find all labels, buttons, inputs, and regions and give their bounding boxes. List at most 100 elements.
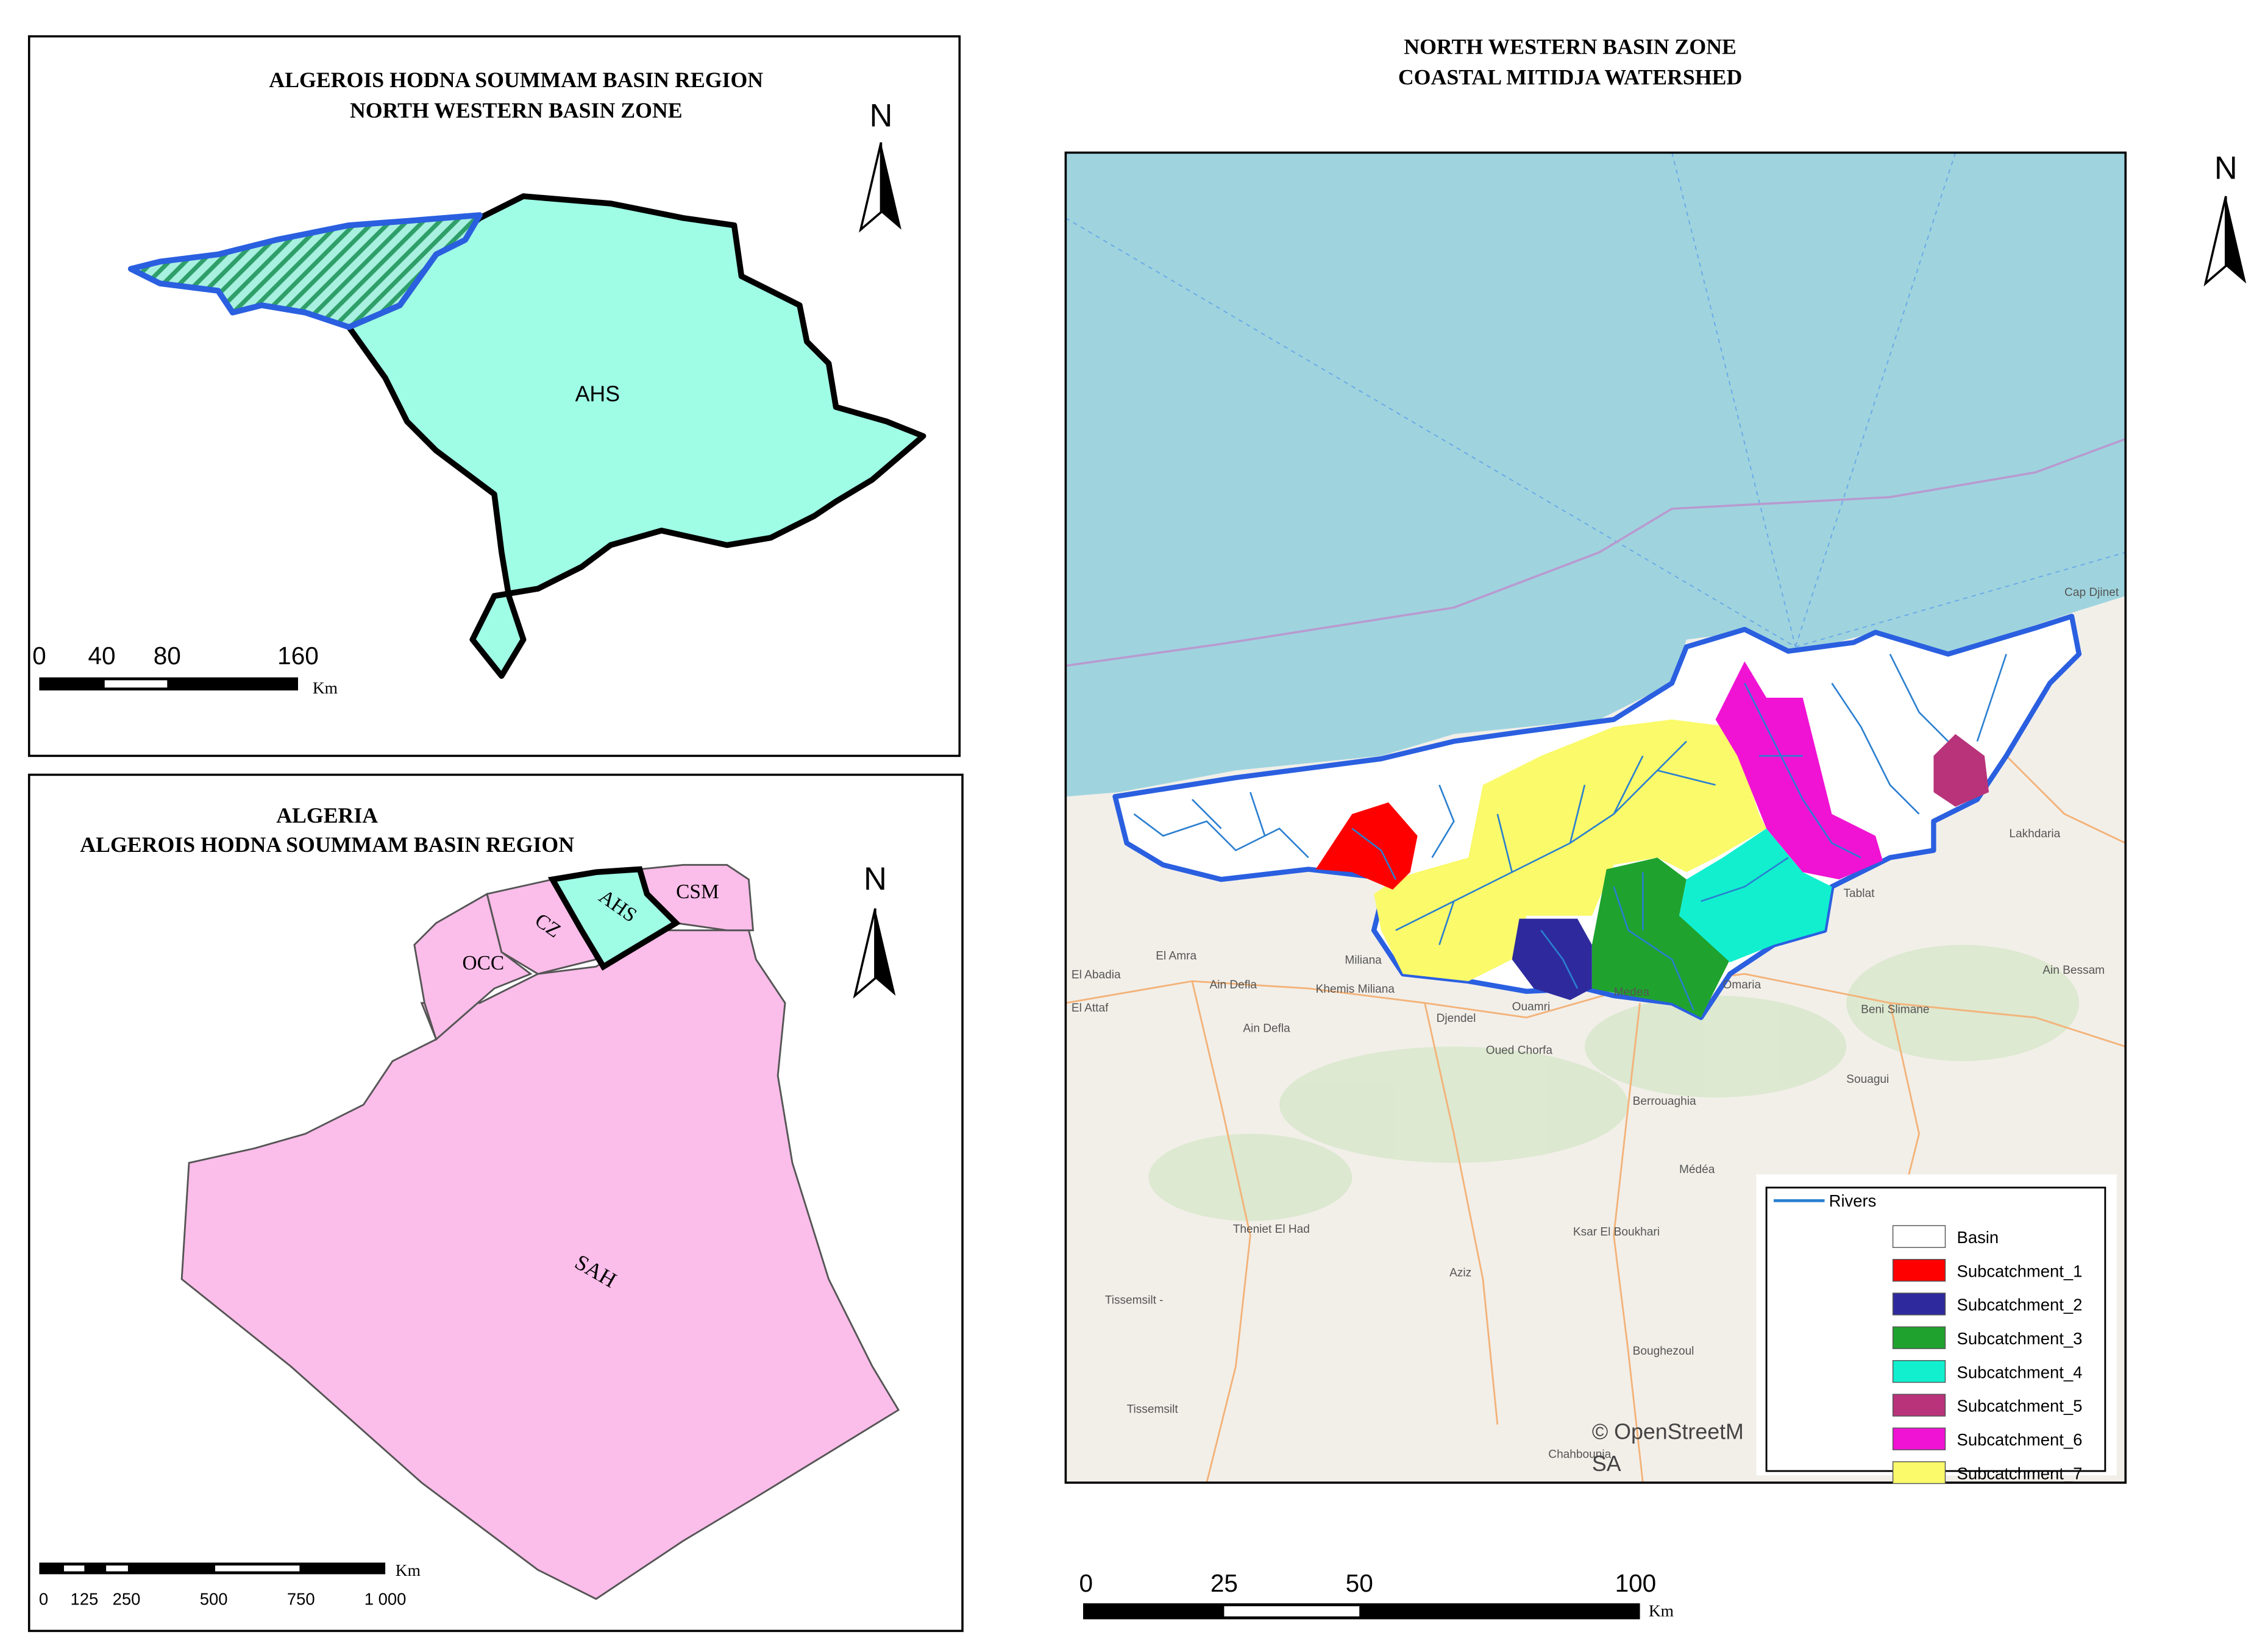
scale-bar bbox=[39, 677, 298, 691]
ahs-region bbox=[547, 866, 681, 971]
scale-label: 750 bbox=[287, 1589, 315, 1608]
territorial-line bbox=[1065, 438, 2126, 667]
ahs-region bbox=[346, 193, 926, 679]
subcatchment-7 bbox=[1374, 719, 1767, 982]
legend-swatch bbox=[1892, 1225, 1946, 1248]
subcatchment-4 bbox=[1679, 828, 1832, 963]
scale-label: 1 000 bbox=[364, 1589, 407, 1608]
place-label: Ksar El Boukhari bbox=[1573, 1226, 1660, 1239]
place-label: Omaria bbox=[1723, 979, 1761, 991]
scale-label: 100 bbox=[1615, 1569, 1657, 1597]
north-label: N bbox=[864, 862, 887, 897]
place-label: Tissemsilt - bbox=[1105, 1294, 1164, 1307]
place-label: Médéa bbox=[1679, 1163, 1715, 1176]
place-label: Miliana bbox=[1345, 954, 1382, 967]
place-label: Tablat bbox=[1844, 887, 1875, 900]
north-label: N bbox=[2214, 151, 2238, 186]
place-label: Oued Chorfa bbox=[1486, 1044, 1553, 1057]
scale-label: 0 bbox=[1079, 1569, 1093, 1597]
subcatchment-5 bbox=[1933, 734, 1989, 807]
place-label: Tissemsilt bbox=[1127, 1403, 1179, 1416]
map-frame bbox=[1064, 151, 2127, 1484]
legend-swatch bbox=[1892, 1394, 1946, 1417]
legend-swatch bbox=[1892, 1258, 1946, 1282]
place-label: Chahbounia bbox=[1548, 1448, 1611, 1461]
legend-swatch bbox=[1892, 1360, 1946, 1383]
scale-bar bbox=[39, 1562, 386, 1575]
scale-label: 50 bbox=[1346, 1569, 1373, 1597]
scale-label: 0 bbox=[39, 1589, 48, 1608]
inset-title: NORTH WESTERN BASIN ZONE bbox=[350, 98, 683, 122]
legend-label: Subcatchment_4 bbox=[1957, 1363, 2083, 1381]
legend-label: Subcatchment_6 bbox=[1957, 1430, 2083, 1449]
legend-swatch bbox=[1892, 1292, 1946, 1316]
legend-label: Basin bbox=[1957, 1228, 1999, 1247]
north-label: N bbox=[870, 99, 893, 134]
region-label: CSM bbox=[676, 881, 719, 903]
scale-label: 125 bbox=[70, 1589, 98, 1608]
place-label: Beni Slimane bbox=[1861, 1004, 1929, 1016]
region-label: AHS bbox=[575, 381, 620, 406]
subcatchment-6 bbox=[1715, 661, 1883, 880]
legend-label: Subcatchment_5 bbox=[1957, 1397, 2083, 1416]
place-label: El Abadia bbox=[1072, 968, 1121, 981]
scale-label: 80 bbox=[154, 642, 181, 670]
legend-label: Subcatchment_1 bbox=[1957, 1261, 2083, 1280]
maritime-lines bbox=[1065, 152, 2126, 648]
vegetation bbox=[1148, 945, 2079, 1221]
inset-title: ALGERIA bbox=[276, 803, 378, 828]
place-label: Khemis Miliana bbox=[1316, 983, 1395, 996]
inset-title: ALGEROIS HODNA SOUMMAM BASIN REGION bbox=[80, 832, 574, 857]
place-label: Lakhdaria bbox=[2009, 828, 2060, 840]
place-label: Ain Bessam bbox=[2042, 964, 2105, 977]
place-label: Djendel bbox=[1437, 1012, 1476, 1025]
sah-region bbox=[180, 929, 900, 1600]
scale-label: 160 bbox=[277, 642, 319, 670]
inset-title: ALGEROIS HODNA SOUMMAM BASIN REGION bbox=[269, 68, 763, 92]
place-label: Theniet El Had bbox=[1233, 1223, 1310, 1236]
scale-unit: Km bbox=[313, 679, 338, 697]
place-label: Aziz bbox=[1449, 1266, 1471, 1279]
place-label: Ain Defla bbox=[1243, 1023, 1290, 1035]
place-label: Berrouaghia bbox=[1633, 1095, 1696, 1108]
region-label: OCC bbox=[463, 952, 505, 974]
place-label: El Amra bbox=[1156, 949, 1196, 962]
scale-unit: Km bbox=[1649, 1602, 1674, 1620]
scale-label: 500 bbox=[200, 1589, 228, 1608]
place-label: Cap Djinet bbox=[2064, 586, 2119, 599]
legend-label: Subcatchment_3 bbox=[1957, 1329, 2083, 1348]
occ-region bbox=[413, 892, 533, 1041]
legend-label: Subcatchment_2 bbox=[1957, 1296, 2083, 1314]
legend-label: Subcatchment_7 bbox=[1957, 1464, 2083, 1483]
scale-label: 40 bbox=[88, 642, 115, 670]
sea bbox=[1065, 152, 2126, 797]
place-label: Souagui bbox=[1846, 1073, 1889, 1086]
scale-label: 250 bbox=[113, 1589, 141, 1608]
north-arrow bbox=[2204, 195, 2248, 285]
rivers bbox=[1133, 653, 2007, 1011]
scale-label: 25 bbox=[1210, 1569, 1238, 1597]
legend-swatch bbox=[1892, 1326, 1946, 1349]
subcatchment-1 bbox=[1315, 802, 1418, 890]
map-title: NORTH WESTERN BASIN ZONE bbox=[1404, 34, 1737, 58]
subcatchment-3 bbox=[1591, 857, 1730, 1018]
legend-swatch bbox=[1892, 1461, 1946, 1484]
attribution: © OpenStreetM bbox=[1592, 1420, 1744, 1444]
legend-swatch bbox=[1892, 1427, 1946, 1450]
place-label: Boughezoul bbox=[1633, 1345, 1694, 1358]
place-label: Ain Defla bbox=[1210, 979, 1257, 991]
scale-label: 0 bbox=[32, 642, 46, 670]
place-label: Medea bbox=[1614, 986, 1650, 999]
subcatchment-2 bbox=[1512, 918, 1592, 1001]
legend-label: Rivers bbox=[1829, 1191, 1877, 1210]
place-label: Ouamri bbox=[1512, 1001, 1551, 1013]
legend bbox=[1756, 1174, 2117, 1476]
attribution: SA bbox=[1592, 1452, 1621, 1476]
map-title: COASTAL MITIDJA WATERSHED bbox=[1398, 65, 1742, 89]
basin-zone bbox=[127, 212, 483, 330]
scale-unit: Km bbox=[396, 1561, 421, 1579]
place-label: El Attaf bbox=[1072, 1002, 1109, 1015]
scale-bar bbox=[1083, 1603, 1640, 1620]
